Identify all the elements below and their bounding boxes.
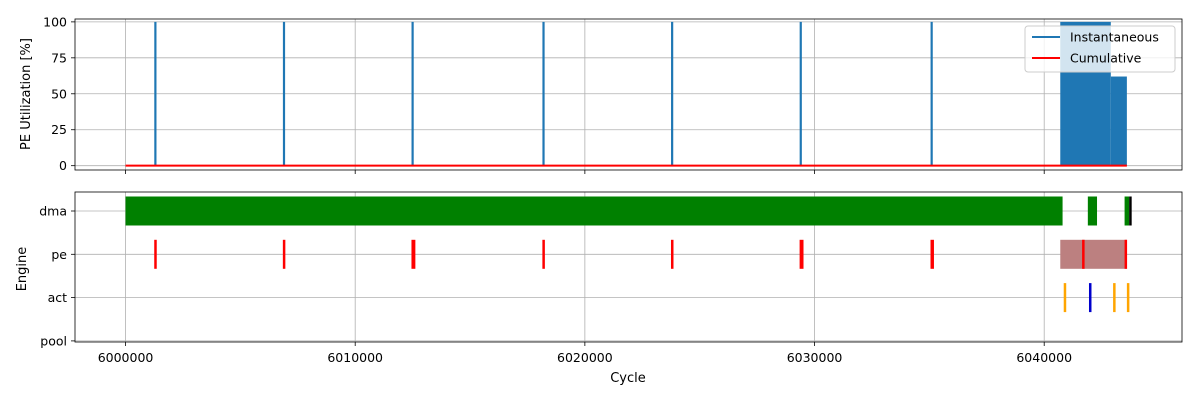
engine-act-interval: [1088, 283, 1092, 313]
engine-dma-interval: [1124, 196, 1130, 226]
bottom-x-tick-label: 6040000: [1016, 350, 1072, 365]
engine-label-dma: dma: [39, 204, 67, 219]
engine-pe-interval: [1060, 239, 1127, 269]
engine-label-pool: pool: [40, 333, 67, 348]
bottom-plot-frame: [74, 191, 1183, 343]
engine-pe-interval: [542, 239, 545, 269]
top-y-ticks: 0 25 50 75 100: [43, 14, 75, 173]
engine-dma-interval: [1087, 196, 1098, 226]
top-y-tick-label: 0: [59, 158, 67, 173]
engine-timeline-panel: dma pe act pool 6000000 6010000 6020000 603000…: [15, 191, 1183, 386]
legend: Instantaneous Cumulative: [1024, 25, 1176, 73]
engine-pe-interval: [670, 239, 674, 269]
engine-dma-interval: [125, 196, 1063, 226]
top-y-tick-label: 100: [43, 14, 67, 29]
engine-act-interval: [1063, 283, 1067, 313]
bottom-x-tick-label: 6000000: [98, 350, 154, 365]
bottom-x-tick-label: 6030000: [787, 350, 843, 365]
legend-label-cumulative: Cumulative: [1070, 51, 1142, 66]
top-y-tick-label: 50: [51, 86, 67, 101]
bottom-x-tick-label: 6010000: [327, 350, 383, 365]
top-y-tick-label: 75: [51, 50, 67, 65]
engine-label-act: act: [48, 290, 68, 305]
engine-pe-interval: [1082, 239, 1085, 269]
engine-label-pe: pe: [51, 247, 67, 262]
engine-act-interval: [1113, 283, 1116, 313]
legend-frame: [1024, 25, 1176, 73]
engine-pe-interval: [411, 239, 416, 269]
top-x-ticks: [125, 170, 1045, 174]
top-y-axis-label: PE Utilization [%]: [19, 38, 34, 150]
engine-pe-interval: [282, 239, 286, 269]
engine-pe-interval: [930, 239, 934, 269]
utilization-panel: 0 25 50 75 100 PE Utilization [%] Instantane…: [19, 14, 1183, 174]
bottom-x-tick-label: 6020000: [557, 350, 613, 365]
top-plot-frame: [74, 18, 1183, 171]
top-y-tick-label: 25: [51, 122, 67, 137]
top-grid: [75, 19, 1182, 170]
legend-label-instantaneous: Instantaneous: [1070, 30, 1159, 45]
engine-dma-interval: [1129, 196, 1132, 226]
bottom-y-axis-label: Engine: [15, 247, 30, 292]
bottom-y-ticks: dma pe act pool: [39, 204, 75, 348]
instantaneous-block: [1110, 76, 1127, 166]
engine-pe-interval: [799, 239, 804, 269]
bottom-x-ticks: 6000000 6010000 6020000 6030000 6040000: [98, 342, 1072, 365]
bottom-x-axis-label: Cycle: [610, 371, 646, 386]
engine-act-interval: [1126, 283, 1130, 313]
engine-pe-interval: [1124, 239, 1128, 269]
bottom-marks: [125, 196, 1132, 313]
engine-pe-interval: [154, 239, 157, 269]
